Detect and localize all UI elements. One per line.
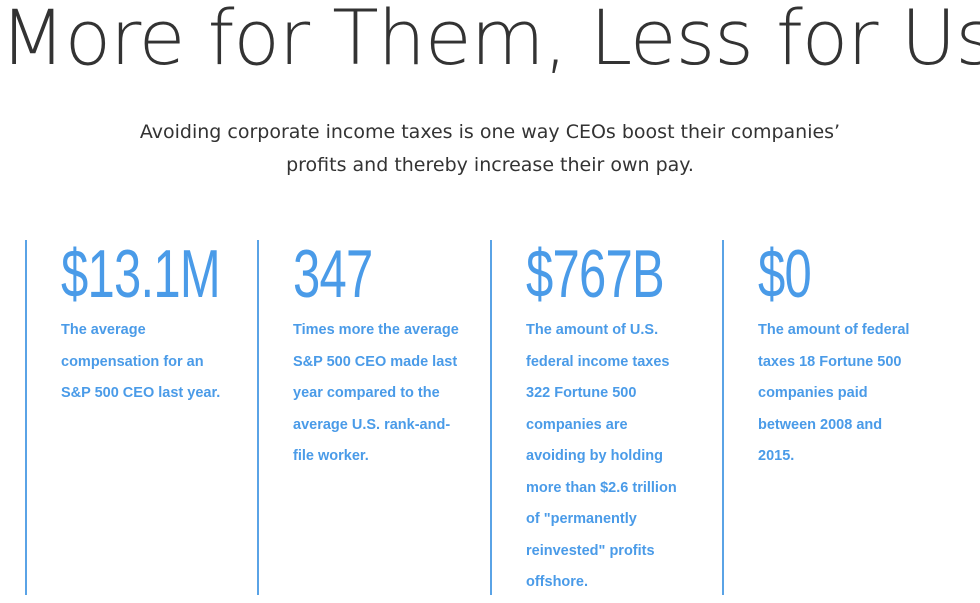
- stat-value: $0: [758, 236, 812, 312]
- page-title: More for Them, Less for Us: [0, 0, 980, 82]
- stat-card-pay-ratio: 347 Times more the average S&P 500 CEO m…: [257, 236, 490, 595]
- stat-card-taxes-avoided: $767B The amount of U.S. federal income …: [490, 236, 723, 595]
- stat-card-ceo-compensation: $13.1M The average compensation for an S…: [25, 236, 258, 595]
- stat-value: $767B: [526, 236, 665, 312]
- stat-card-zero-taxes: $0 The amount of federal taxes 18 Fortun…: [722, 236, 958, 595]
- stat-value: $13.1M: [61, 236, 221, 312]
- stat-value: 347: [293, 236, 373, 312]
- stat-description: Times more the average S&P 500 CEO made …: [293, 322, 459, 464]
- stat-description: The amount of U.S. federal income taxes …: [526, 322, 677, 590]
- intro-text: Avoiding corporate income taxes is one w…: [139, 121, 841, 176]
- stats-row: $13.1M The average compensation for an S…: [0, 236, 980, 595]
- stat-description: The amount of federal taxes 18 Fortune 5…: [758, 322, 910, 464]
- stat-description: The average compensation for an S&P 500 …: [61, 322, 221, 401]
